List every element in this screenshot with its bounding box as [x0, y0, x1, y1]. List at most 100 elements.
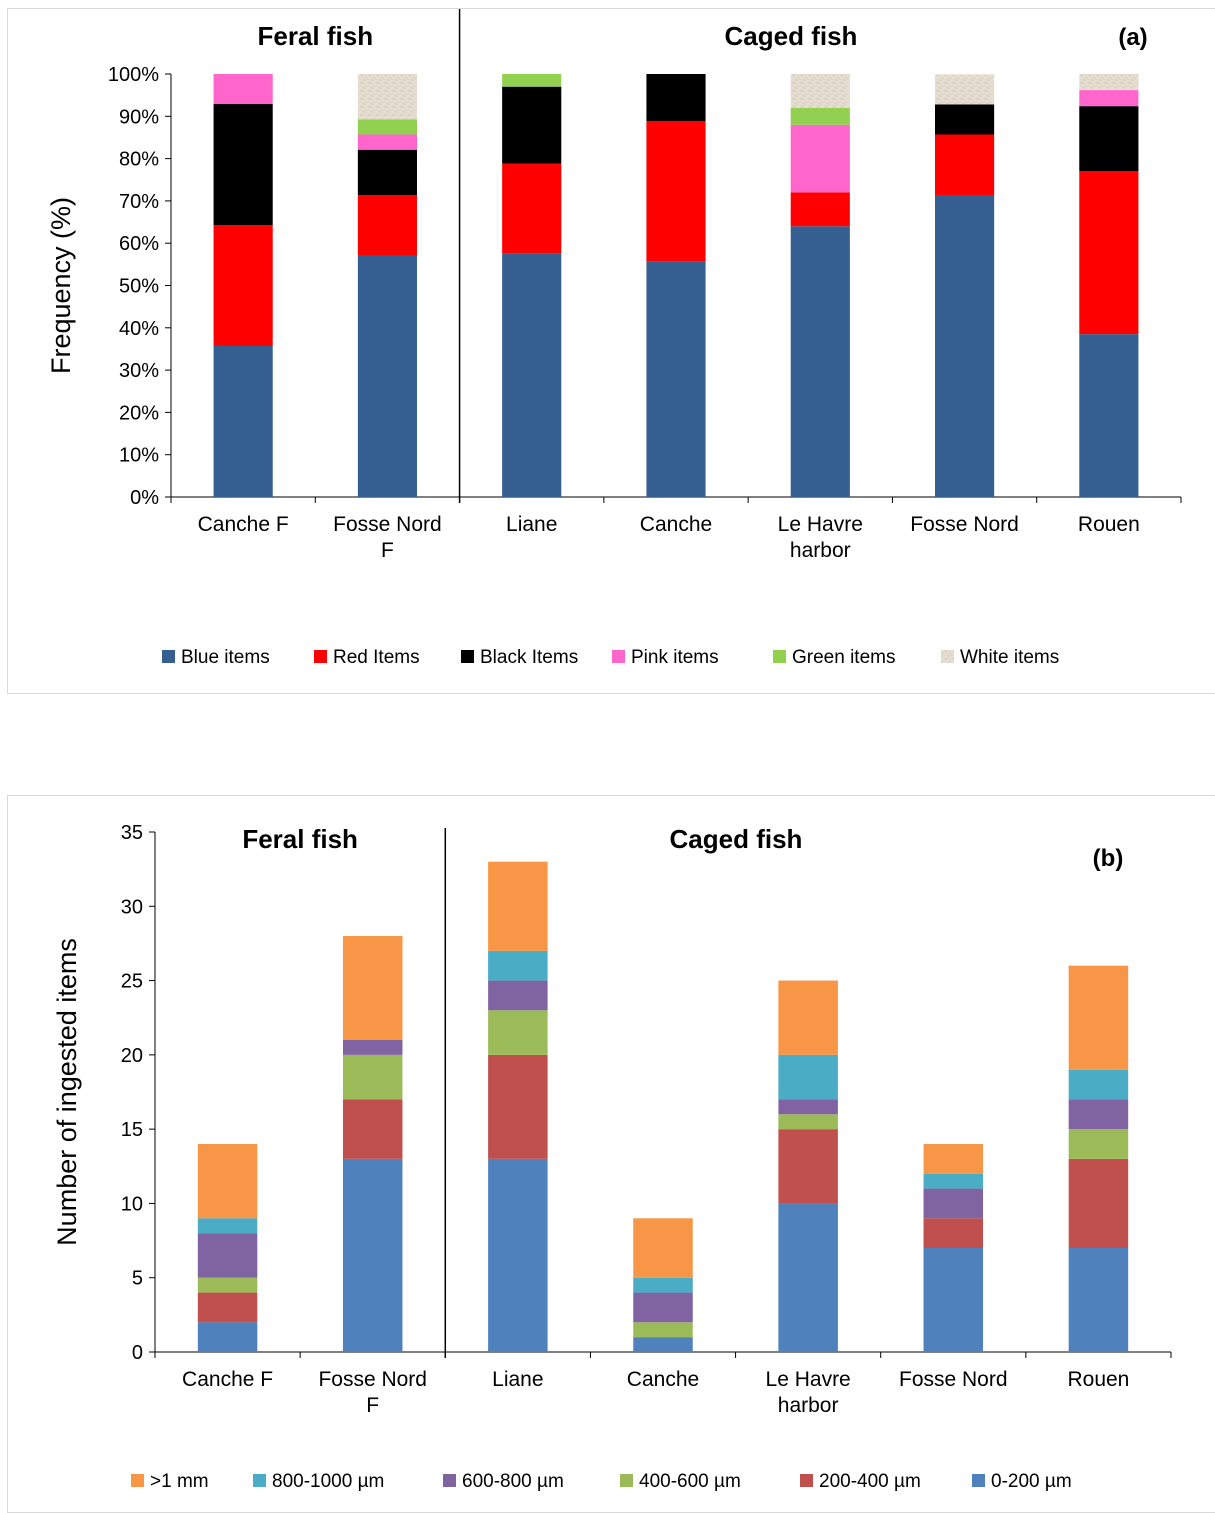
bar-segment-800-1000-m — [778, 1054, 838, 1100]
bar-segment-pink-items — [213, 74, 273, 105]
bar-segment-400-600-m — [1068, 1129, 1129, 1159]
x-category-label: harbor — [790, 539, 851, 562]
bar-segment-0-200-m — [1068, 1248, 1129, 1352]
legend-label-green-items: Green items — [792, 647, 895, 668]
x-category-label: Canche — [640, 513, 712, 536]
x-category-label: Canche — [627, 1368, 699, 1391]
group-label-caged: Caged fish — [670, 824, 803, 854]
x-category-label: Rouen — [1067, 1368, 1129, 1391]
x-category-label: Fosse Nord — [899, 1368, 1008, 1391]
bar-segment-blue-items — [502, 253, 562, 497]
bar-segment-white-items — [790, 74, 850, 108]
bar-segment-600-800-m — [778, 1099, 838, 1115]
bar-segment-1-mm — [778, 980, 838, 1055]
y-tick-label: 30% — [119, 360, 159, 382]
y-tick-label: 100% — [108, 64, 159, 86]
bar-segment-0-200-m — [633, 1337, 693, 1352]
y-tick-label: 60% — [119, 233, 159, 255]
bar-segment-800-1000-m — [197, 1218, 258, 1234]
legend-swatch-blue-items — [162, 650, 175, 663]
x-category-label: F — [366, 1394, 379, 1417]
bar-segment-200-400-m — [488, 1054, 548, 1159]
bar-segment-600-800-m — [1068, 1099, 1129, 1130]
bar-segment-green-items — [790, 107, 850, 125]
bar-segment-800-1000-m — [923, 1173, 984, 1189]
bar-segment-pink-items — [357, 134, 418, 150]
legend-label-black-items: Black Items — [480, 647, 578, 668]
bar-segment-black-items — [502, 86, 562, 164]
x-category-label: F — [381, 539, 394, 562]
y-tick-label: 80% — [119, 149, 159, 171]
bar-segment-red-items — [502, 163, 562, 254]
bar-segment-pink-items — [1079, 90, 1139, 107]
y-tick-label: 5 — [132, 1268, 143, 1290]
legend-label-0-200-m: 0-200 µm — [991, 1471, 1072, 1492]
bar-segment-0-200-m — [488, 1158, 548, 1352]
bar-segment-200-400-m — [342, 1099, 403, 1159]
bar-segment-white-items — [934, 74, 995, 105]
bar-segment-400-600-m — [633, 1322, 693, 1338]
ingested-items-stacked-bar-chart: 0 5 10 15 20 25 30 35 Canche F Fosse Nord F Liane Ca… — [52, 822, 1172, 1492]
bar-segment-1-mm — [923, 1144, 984, 1174]
bar-segment-black-items — [357, 149, 418, 195]
legend-label-blue-items: Blue items — [181, 647, 270, 668]
x-category-label: Le Havre — [766, 1368, 851, 1391]
bar-segment-white-items — [357, 74, 418, 120]
bar-segment-1-mm — [342, 936, 403, 1040]
legend-swatch-green-items — [773, 650, 786, 663]
x-category-label: Fosse Nord — [910, 513, 1019, 536]
legend-swatch-0-200-m — [972, 1474, 985, 1487]
legend-swatch-600-800-m — [443, 1474, 456, 1487]
legend-swatch-1-mm — [131, 1474, 144, 1487]
legend-swatch-200-400-m — [800, 1474, 813, 1487]
x-category-label: Le Havre — [778, 513, 863, 536]
legend-label-red-items: Red Items — [333, 647, 420, 668]
y-tick-label: 50% — [119, 276, 159, 298]
bar-segment-1-mm — [633, 1218, 693, 1278]
x-category-label: Fosse Nord — [318, 1368, 427, 1391]
bar-segment-red-items — [646, 120, 706, 262]
bar-segment-green-items — [502, 74, 562, 87]
bar-segment-black-items — [934, 104, 995, 135]
legend-swatch-800-1000-m — [253, 1474, 266, 1487]
bar-segment-600-800-m — [197, 1233, 258, 1278]
y-tick-label: 10 — [121, 1193, 143, 1215]
legend-label-1-mm: >1 mm — [150, 1471, 209, 1492]
bar-segment-0-200-m — [778, 1203, 838, 1352]
bar-segment-200-400-m — [1068, 1158, 1129, 1248]
bar-segment-red-items — [357, 194, 418, 256]
bar-segment-blue-items — [646, 261, 706, 497]
bar-segment-200-400-m — [197, 1292, 258, 1323]
bar-segment-red-items — [934, 134, 995, 195]
legend-swatch-red-items — [314, 650, 327, 663]
bar-segment-400-600-m — [342, 1054, 403, 1100]
x-category-label: Liane — [492, 1368, 543, 1391]
bar-segment-1-mm — [1068, 965, 1129, 1070]
bar-segment-blue-items — [1079, 334, 1139, 497]
bar-segment-200-400-m — [778, 1129, 838, 1204]
bar-segment-0-200-m — [923, 1248, 984, 1352]
y-axis-title: Frequency (%) — [46, 197, 76, 374]
legend-label-800-1000-m: 800-1000 µm — [272, 1471, 384, 1492]
bar-segment-black-items — [1079, 106, 1139, 172]
bar-segment-400-600-m — [778, 1114, 838, 1130]
bar-segment-black-items — [646, 74, 706, 121]
y-axis-title: Number of ingested items — [52, 938, 82, 1246]
bar-segment-blue-items — [213, 345, 273, 497]
legend-label-pink-items: Pink items — [631, 647, 719, 668]
frequency-chart-panel: 0% 10% 20% 30% 40% 50% 60% 70% 80% 90% 100% Canche … — [7, 8, 1215, 694]
y-tick-label: 0 — [132, 1342, 143, 1364]
bar-segment-blue-items — [934, 194, 995, 497]
y-tick-label: 70% — [119, 191, 159, 213]
y-tick-label: 15 — [121, 1119, 143, 1141]
x-category-label: Fosse Nord — [333, 513, 442, 536]
bar-segment-1-mm — [197, 1144, 258, 1219]
panel-label: (b) — [1093, 845, 1124, 872]
legend-swatch-400-600-m — [620, 1474, 633, 1487]
bar-segment-0-200-m — [342, 1158, 403, 1352]
bar-segment-600-800-m — [923, 1188, 984, 1219]
y-tick-label: 10% — [119, 445, 159, 467]
x-category-label: Rouen — [1078, 513, 1140, 536]
group-label-feral: Feral fish — [242, 824, 358, 854]
bar-segment-800-1000-m — [1068, 1069, 1129, 1100]
